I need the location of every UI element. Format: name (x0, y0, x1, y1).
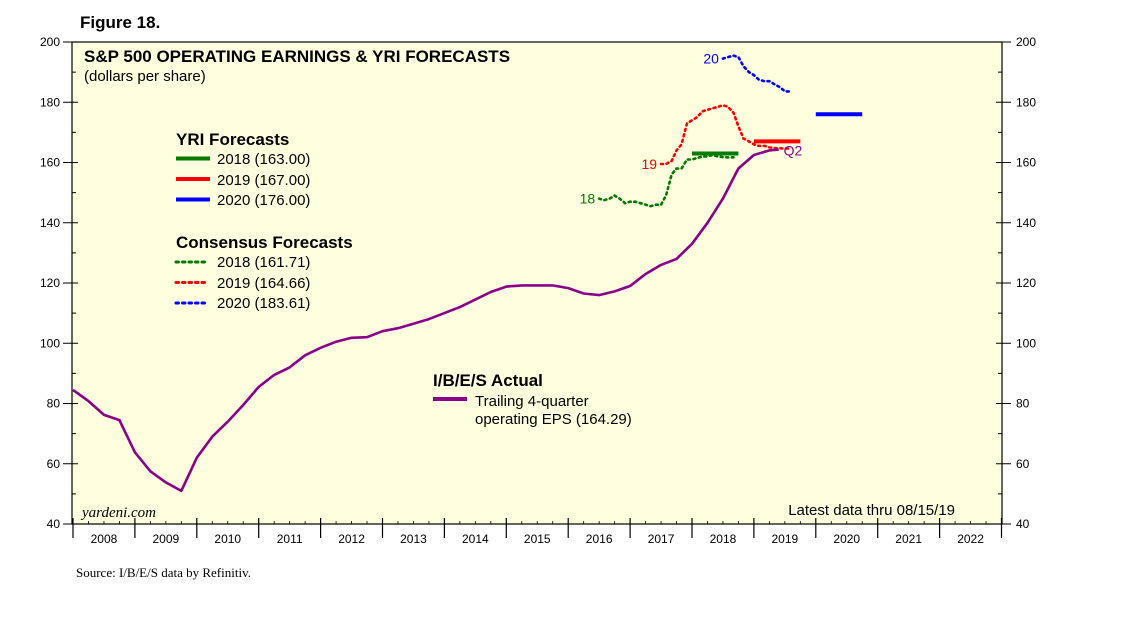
x-tick-label: 2021 (895, 532, 922, 546)
y-tick-label-right: 160 (1016, 156, 1036, 170)
yri-legend-title: YRI Forecasts (176, 130, 289, 149)
y-tick-label-left: 140 (40, 216, 60, 230)
series-layer: 18 19 20 Q2 (72, 51, 863, 493)
actual-legend-label-line2: operating EPS (164.29) (475, 411, 632, 428)
source-note: Source: I/B/E/S data by Refinitiv. (76, 565, 251, 580)
y-tick-label-right: 40 (1016, 517, 1030, 531)
q2-label: Q2 (784, 143, 803, 159)
yri-legend-label-2020: 2020 (176.00) (217, 192, 310, 209)
yri-legend: YRI Forecasts 2018 (163.00) 2019 (167.00… (176, 130, 310, 209)
chart-subtitle: (dollars per share) (84, 68, 206, 85)
x-tick-label: 2013 (400, 532, 427, 546)
y-tick-label-left: 100 (40, 336, 60, 350)
actual-legend-title: I/B/E/S Actual (433, 371, 543, 390)
watermark: yardeni.com (80, 505, 156, 521)
x-tick-label: 2022 (957, 532, 984, 546)
y-tick-label-left: 200 (40, 35, 60, 49)
y-axes: 40 40 60 60 80 80 100 100 120 120 140 140 160 160 180 1… (40, 35, 1036, 531)
y-tick-label-left: 80 (47, 397, 61, 411)
x-tick-label: 2018 (710, 532, 737, 546)
actual-legend-label-line1: Trailing 4-quarter (475, 393, 589, 410)
consensus-tag-18: 18 (580, 191, 596, 207)
yri-legend-label-2018: 2018 (163.00) (217, 151, 310, 168)
y-tick-label-left: 120 (40, 276, 60, 290)
consensus-tag-19: 19 (641, 156, 657, 172)
consensus-series-20 (721, 54, 792, 93)
x-tick-label: 2012 (338, 532, 365, 546)
x-tick-label: 2009 (152, 532, 179, 546)
consensus-legend-label-2020: 2020 (183.61) (217, 295, 310, 312)
plot-area (71, 41, 1003, 525)
x-tick-label: 2010 (214, 532, 241, 546)
consensus-legend-label-2018: 2018 (161.71) (217, 254, 310, 271)
x-tick-label: 2017 (648, 532, 675, 546)
y-tick-label-right: 140 (1016, 216, 1036, 230)
y-tick-label-right: 200 (1016, 35, 1036, 49)
consensus-legend: Consensus Forecasts 2018 (161.71) 2019 (… (174, 233, 353, 312)
y-tick-label-left: 40 (47, 517, 61, 531)
y-tick-label-left: 60 (47, 457, 61, 471)
consensus-tag-20: 20 (703, 51, 719, 67)
y-tick-label-right: 180 (1016, 95, 1036, 109)
y-tick-label-right: 60 (1016, 457, 1030, 471)
figure-label: Figure 18. (80, 13, 160, 32)
consensus-series-19 (659, 103, 792, 166)
consensus-legend-label-2019: 2019 (164.66) (217, 275, 310, 292)
chart-title: S&P 500 OPERATING EARNINGS & YRI FORECAS… (84, 47, 510, 66)
x-tick-label: 2015 (524, 532, 551, 546)
y-tick-label-left: 160 (40, 156, 60, 170)
yri-legend-label-2019: 2019 (167.00) (217, 172, 310, 189)
x-tick-label: 2019 (771, 532, 798, 546)
y-tick-label-right: 100 (1016, 336, 1036, 350)
consensus-legend-title: Consensus Forecasts (176, 233, 353, 252)
y-tick-label-left: 180 (40, 95, 60, 109)
x-tick-label: 2008 (91, 532, 118, 546)
actual-legend: I/B/E/S Actual Trailing 4-quarter operat… (433, 371, 632, 428)
y-tick-label-right: 120 (1016, 276, 1036, 290)
x-tick-label: 2014 (462, 532, 489, 546)
consensus-series-18 (597, 153, 735, 208)
x-tick-label: 2020 (833, 532, 860, 546)
x-tick-label: 2016 (586, 532, 613, 546)
y-tick-label-right: 80 (1016, 397, 1030, 411)
x-tick-label: 2011 (277, 532, 303, 546)
latest-data-note: Latest data thru 08/15/19 (788, 502, 955, 519)
actual-eps-line (72, 148, 779, 493)
x-axis: 2008 2009 2010 2011 2012 2013 2014 2015 2016 2017… (72, 518, 1003, 546)
